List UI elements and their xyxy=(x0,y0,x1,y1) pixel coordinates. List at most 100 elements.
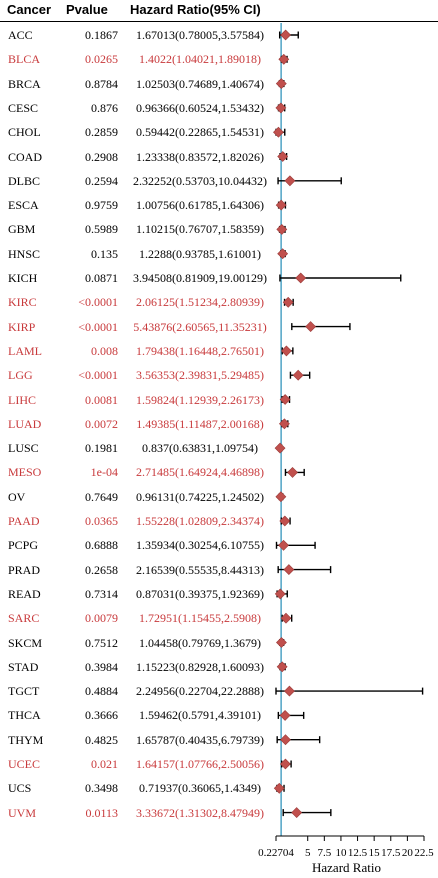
hr-marker xyxy=(275,491,287,503)
p-value: 0.1867 xyxy=(85,28,118,42)
p-value: 0.9759 xyxy=(85,198,118,213)
hr-marker xyxy=(274,442,286,454)
hazard-ratio-text: 1.55228(1.02809,2.34374) xyxy=(136,514,264,528)
p-value: <0.0001 xyxy=(78,319,118,334)
cancer-name: KIRC xyxy=(8,295,37,310)
table-row: BRCA 0.8784 1.02503(0.74689,1.40674) xyxy=(0,74,270,94)
cancer-name: SKCM xyxy=(8,635,43,650)
table-row: PCPG 0.6888 1.35934(0.30254,6.10755) xyxy=(0,535,270,555)
table-row: DLBC 0.2594 2.32252(0.53703,10.04432) xyxy=(0,171,270,191)
hazard-ratio-text: 1.4022(1.04021,1.89018) xyxy=(139,52,261,67)
p-value: 0.1981 xyxy=(85,441,118,456)
hr-marker xyxy=(275,199,287,211)
hazard-ratio-text: 1.59462(0.5791,4.39101) xyxy=(139,708,261,723)
p-value: 0.0079 xyxy=(85,611,118,626)
table-row: COAD 0.2908 1.23338(0.83572,1.82026) xyxy=(0,147,270,167)
hr-marker xyxy=(284,175,296,187)
hr-marker xyxy=(275,102,287,114)
hr-marker xyxy=(273,782,285,794)
x-tick-label: 15 xyxy=(369,847,381,859)
hazard-ratio-text: 1.23338(0.83572,1.82026) xyxy=(136,149,264,164)
p-value: 0.0072 xyxy=(85,416,118,431)
p-value: 1e-04 xyxy=(90,465,118,480)
x-tick-label: 12.5 xyxy=(348,847,368,859)
hr-marker xyxy=(280,734,291,746)
p-value: 0.021 xyxy=(91,757,118,771)
x-tick-label: 10 xyxy=(335,847,347,859)
header-pvalue: Pvalue xyxy=(66,2,108,17)
p-value: <0.0001 xyxy=(78,295,118,310)
x-tick-label: 7.5 xyxy=(317,847,331,859)
hr-marker xyxy=(276,661,288,673)
hr-marker xyxy=(279,515,291,527)
hr-marker xyxy=(278,418,290,430)
hazard-ratio-text: 1.02503(0.74689,1.40674) xyxy=(136,76,264,91)
p-value: 0.0113 xyxy=(85,805,118,820)
hazard-ratio-text: 1.67013(0.78005,3.57584) xyxy=(136,28,264,42)
cancer-name: SARC xyxy=(8,611,40,626)
cancer-name: BLCA xyxy=(8,52,41,67)
hr-marker xyxy=(284,685,295,697)
hazard-ratio-text: 2.06125(1.51234,2.80939) xyxy=(136,295,264,310)
hazard-ratio-text: 1.64157(1.07766,2.50056) xyxy=(136,757,264,771)
cancer-name: OV xyxy=(8,489,26,504)
table-row: SARC 0.0079 1.72951(1.15455,2.5908) xyxy=(0,608,270,628)
p-value: 0.7314 xyxy=(85,586,118,601)
table-row: KICH 0.0871 3.94508(0.81909,19.00129) xyxy=(0,268,270,288)
cancer-name: ACC xyxy=(8,28,33,42)
cancer-name: PCPG xyxy=(8,538,39,553)
hr-marker xyxy=(279,758,291,770)
x-tick-label: 20 xyxy=(402,847,414,859)
hazard-ratio-text: 1.59824(1.12939,2.26173) xyxy=(136,392,264,407)
table-row: UCEC 0.021 1.64157(1.07766,2.50056) xyxy=(0,754,270,774)
table-row: ESCA 0.9759 1.00756(0.61785,1.64306) xyxy=(0,195,270,215)
p-value: 0.135 xyxy=(91,246,118,261)
p-value: 0.3666 xyxy=(85,708,118,723)
p-value: 0.0871 xyxy=(85,271,118,285)
table-row: MESO 1e-04 2.71485(1.64924,4.46898) xyxy=(0,462,270,482)
p-value: 0.0265 xyxy=(85,52,118,67)
cancer-name: PRAD xyxy=(8,562,41,577)
hr-marker xyxy=(282,296,294,308)
cancer-name: DLBC xyxy=(8,173,41,188)
hazard-ratio-text: 2.24956(0.22704,22.2888) xyxy=(136,684,264,699)
hazard-ratio-text: 0.96366(0.60524,1.53432) xyxy=(136,100,264,115)
hazard-ratio-text: 1.04458(0.79769,1.3679) xyxy=(139,635,261,650)
cancer-name: COAD xyxy=(8,149,43,164)
x-tick-label: 22.5 xyxy=(414,847,434,859)
p-value: 0.6888 xyxy=(85,538,118,553)
hr-marker xyxy=(277,151,289,162)
hr-marker xyxy=(280,345,292,357)
hazard-ratio-text: 2.16539(0.55535,8.44313) xyxy=(136,562,264,577)
hazard-ratio-text: 1.10215(0.76707,1.58359) xyxy=(136,222,264,237)
table-row: OV 0.7649 0.96131(0.74225,1.24502) xyxy=(0,487,270,507)
table-row: LIHC 0.0081 1.59824(1.12939,2.26173) xyxy=(0,390,270,410)
hazard-ratio-text: 1.35934(0.30254,6.10755) xyxy=(136,538,264,553)
table-rows: ACC 0.1867 1.67013(0.78005,3.57584) BLCA 0.0… xyxy=(0,28,270,820)
hazard-ratio-text: 2.32252(0.53703,10.04432) xyxy=(133,173,267,188)
hr-marker xyxy=(291,807,303,819)
header-hazard-ratio: Hazard Ratio(95% CI) xyxy=(130,2,261,17)
cancer-name: THYM xyxy=(8,732,44,747)
cancer-name: ESCA xyxy=(8,198,39,213)
cancer-name: STAD xyxy=(8,659,39,674)
p-value: <0.0001 xyxy=(78,368,118,383)
p-value: 0.2859 xyxy=(85,125,118,140)
table-row: SKCM 0.7512 1.04458(0.79769,1.3679) xyxy=(0,633,270,653)
cancer-name: BRCA xyxy=(8,76,41,91)
hazard-ratio-text: 1.65787(0.40435,6.79739) xyxy=(136,732,264,747)
table-row: THCA 0.3666 1.59462(0.5791,4.39101) xyxy=(0,705,270,725)
cancer-name: MESO xyxy=(8,465,42,480)
cancer-name: HNSC xyxy=(8,246,41,261)
hazard-ratio-text: 1.00756(0.61785,1.64306) xyxy=(136,198,264,213)
p-value: 0.4825 xyxy=(85,732,118,747)
cancer-name: LIHC xyxy=(8,392,36,407)
hr-marker xyxy=(277,248,289,260)
hazard-ratio-text: 3.33672(1.31302,8.47949) xyxy=(136,805,264,820)
hazard-ratio-text: 1.72951(1.15455,2.5908) xyxy=(139,611,261,626)
p-value: 0.2908 xyxy=(85,149,118,164)
header-rule xyxy=(0,21,438,22)
table-row: CESC 0.876 0.96366(0.60524,1.53432) xyxy=(0,98,270,118)
cancer-name: TGCT xyxy=(8,684,40,699)
